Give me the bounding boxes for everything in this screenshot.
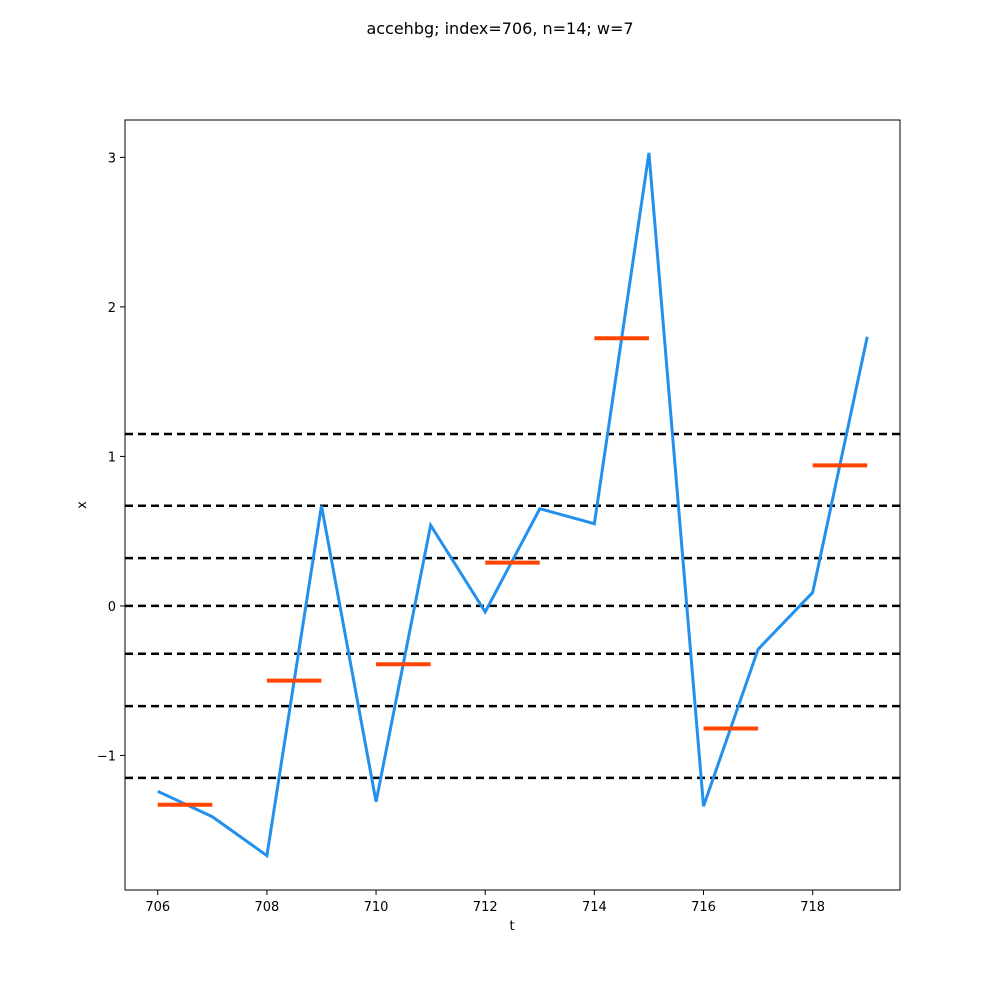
x-tick-label: 710 <box>364 900 389 915</box>
chart-title: accehbg; index=706, n=14; w=7 <box>366 19 633 38</box>
threshold-lines <box>125 432 900 780</box>
series-layer <box>157 152 869 859</box>
y-tick-label: 2 <box>108 301 116 316</box>
x-tick-label: 712 <box>473 900 498 915</box>
segment-means <box>157 336 868 807</box>
x-axis-label: t <box>509 919 514 934</box>
y-axis-ticks: −1 0 1 2 3 <box>97 151 125 764</box>
y-tick-label: 3 <box>108 151 116 166</box>
x-axis-ticks: 706 708 710 712 714 716 718 <box>145 890 825 915</box>
y-tick-label: 1 <box>108 450 116 465</box>
x-tick-label: 718 <box>800 900 825 915</box>
x-tick-label: 716 <box>691 900 716 915</box>
y-axis-label: x <box>75 501 90 509</box>
x-tick-label: 708 <box>254 900 279 915</box>
y-tick-label: 0 <box>108 600 116 615</box>
y-tick-label: −1 <box>97 749 116 764</box>
plot-frame <box>124 119 901 891</box>
x-tick-label: 706 <box>145 900 170 915</box>
series-line-0 <box>157 152 869 859</box>
x-tick-label: 714 <box>582 900 607 915</box>
